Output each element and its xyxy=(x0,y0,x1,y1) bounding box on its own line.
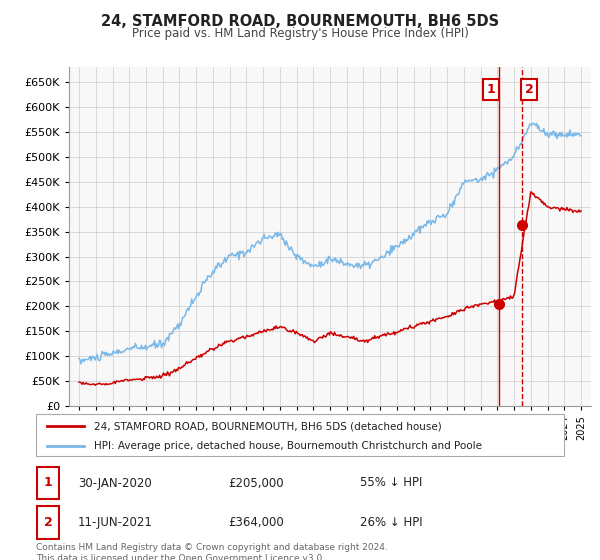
Text: 26% ↓ HPI: 26% ↓ HPI xyxy=(360,516,422,529)
Text: HPI: Average price, detached house, Bournemouth Christchurch and Poole: HPI: Average price, detached house, Bour… xyxy=(94,441,482,451)
Text: 30-JAN-2020: 30-JAN-2020 xyxy=(78,477,152,489)
Text: £364,000: £364,000 xyxy=(228,516,284,529)
FancyBboxPatch shape xyxy=(37,466,59,500)
Text: Contains HM Land Registry data © Crown copyright and database right 2024.
This d: Contains HM Land Registry data © Crown c… xyxy=(36,543,388,560)
Text: 2: 2 xyxy=(525,83,533,96)
Text: 1: 1 xyxy=(44,477,52,489)
Text: 1: 1 xyxy=(487,83,496,96)
Text: 11-JUN-2021: 11-JUN-2021 xyxy=(78,516,153,529)
Text: 24, STAMFORD ROAD, BOURNEMOUTH, BH6 5DS: 24, STAMFORD ROAD, BOURNEMOUTH, BH6 5DS xyxy=(101,14,499,29)
FancyBboxPatch shape xyxy=(37,506,59,539)
Text: Price paid vs. HM Land Registry's House Price Index (HPI): Price paid vs. HM Land Registry's House … xyxy=(131,27,469,40)
Text: 24, STAMFORD ROAD, BOURNEMOUTH, BH6 5DS (detached house): 24, STAMFORD ROAD, BOURNEMOUTH, BH6 5DS … xyxy=(94,421,442,431)
Text: £205,000: £205,000 xyxy=(228,477,284,489)
Text: 2: 2 xyxy=(44,516,52,529)
Text: 55% ↓ HPI: 55% ↓ HPI xyxy=(360,477,422,489)
FancyBboxPatch shape xyxy=(36,414,564,456)
